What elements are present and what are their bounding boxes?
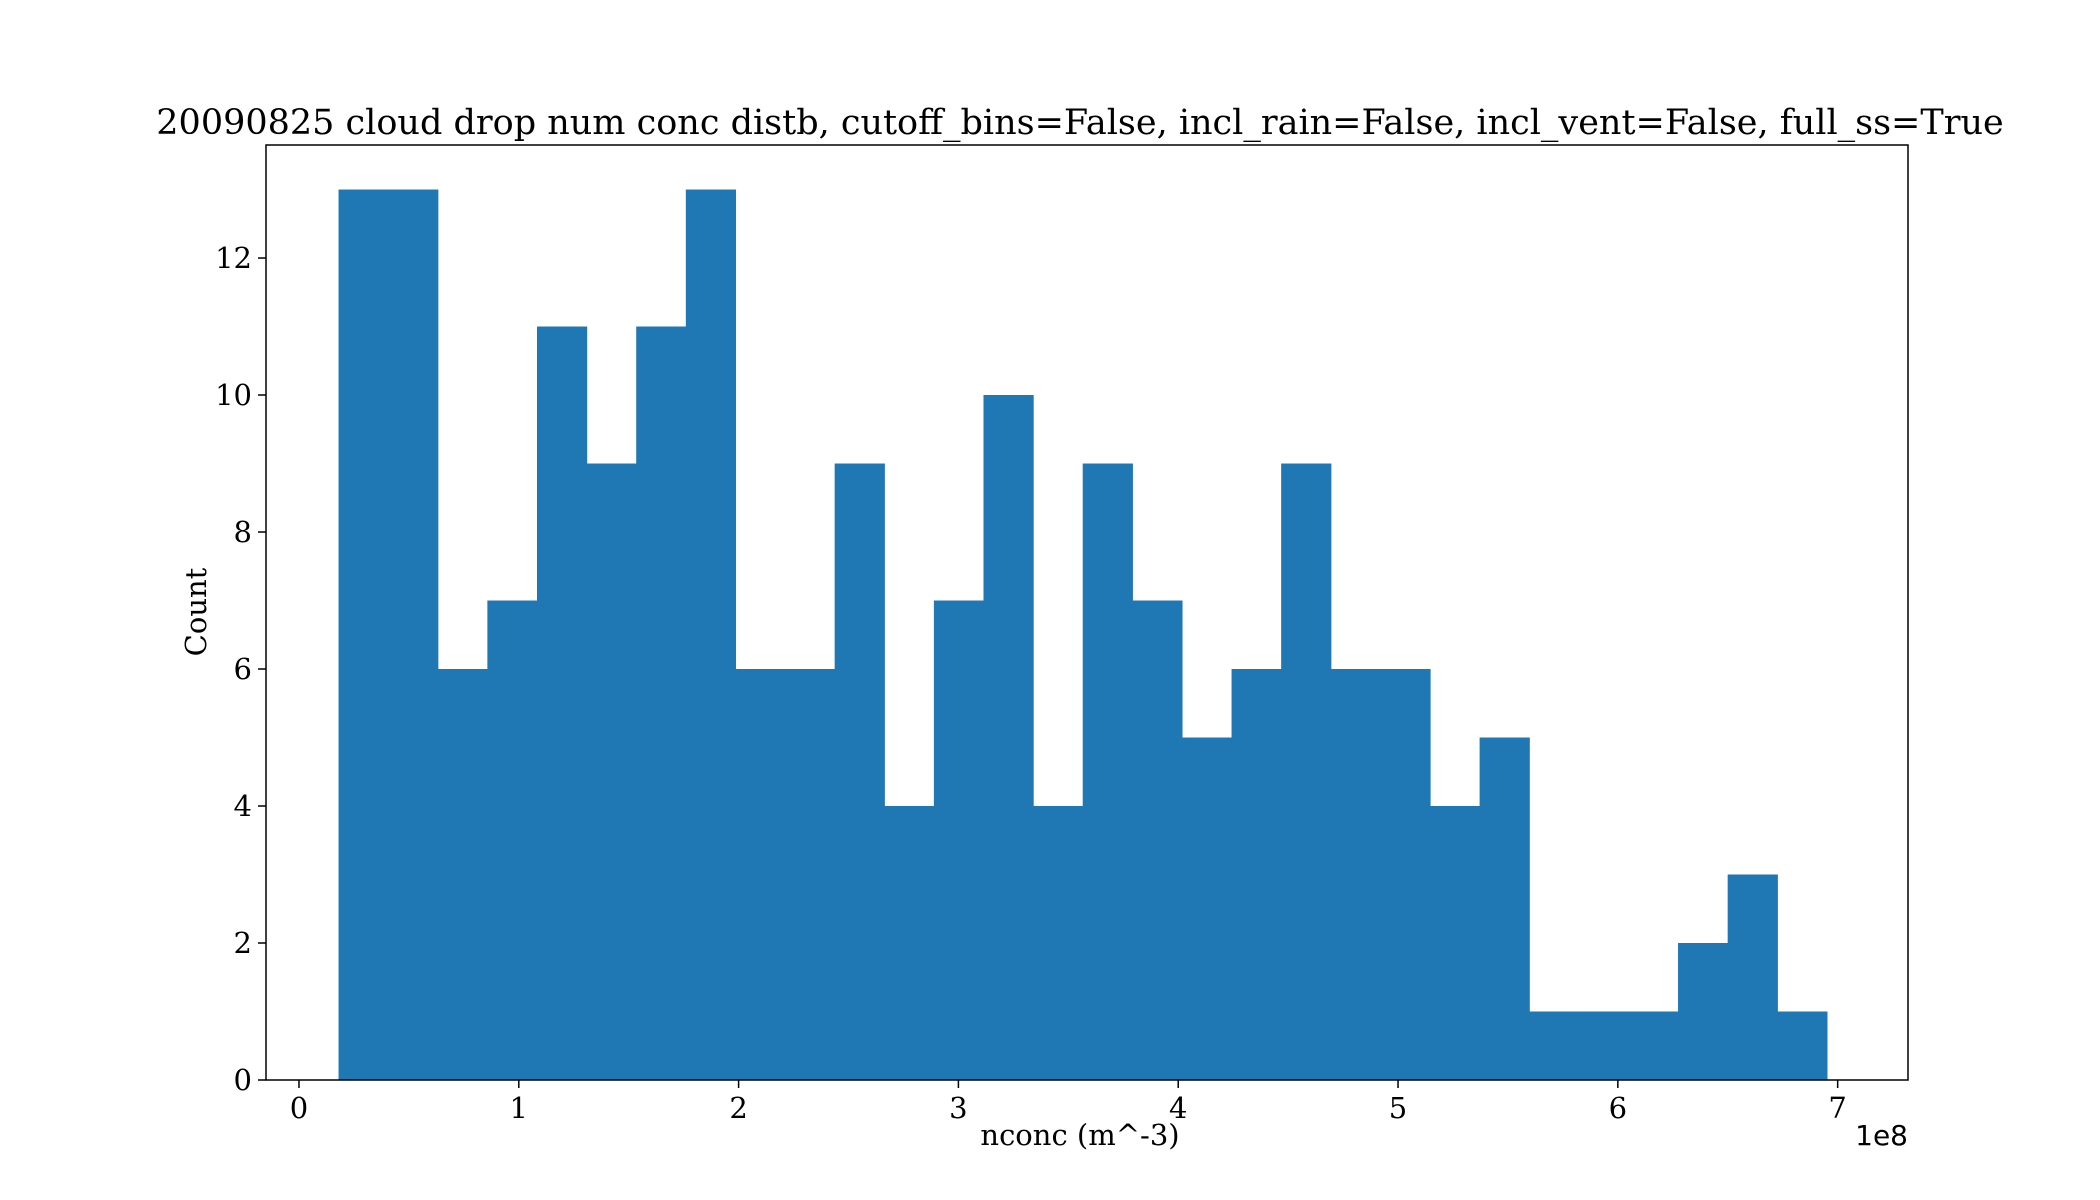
- histogram-bar: [1033, 806, 1084, 1080]
- x-axis-ticks: 0 1 2 3 4 5 6 7: [290, 1080, 1847, 1125]
- y-tick-label: 8: [234, 515, 252, 549]
- histogram-bar: [1380, 669, 1431, 1080]
- bars-group: [338, 189, 1828, 1080]
- plot-area-frame: [265, 144, 1909, 1081]
- y-tick-label: 0: [234, 1063, 252, 1097]
- y-tick-label: 4: [234, 789, 252, 823]
- histogram-bar: [1479, 737, 1530, 1080]
- histogram-bar: [1628, 1011, 1679, 1080]
- x-tick-label: 0: [290, 1091, 308, 1125]
- y-axis-label: Count: [179, 567, 213, 656]
- histogram-bar: [834, 463, 885, 1080]
- histogram-bar: [1727, 874, 1778, 1080]
- x-axis-offset-label: 1e8: [1855, 1119, 1908, 1152]
- histogram-bar: [1181, 737, 1233, 1080]
- histogram-bar: [1082, 463, 1133, 1080]
- histogram-bar: [785, 669, 836, 1080]
- y-tick-label: 2: [234, 926, 252, 960]
- y-tick-label: 10: [215, 378, 252, 412]
- x-tick-label: 3: [949, 1091, 967, 1125]
- histogram-bar: [338, 189, 389, 1080]
- y-tick-label: 6: [234, 652, 252, 686]
- histogram-bar: [1281, 463, 1332, 1080]
- histogram-bar: [437, 669, 488, 1080]
- histogram-bar: [536, 326, 588, 1080]
- x-tick-label: 5: [1389, 1091, 1407, 1125]
- histogram-bar: [487, 600, 538, 1080]
- histogram-bar: [636, 326, 687, 1080]
- x-tick-label: 1: [510, 1091, 528, 1125]
- histogram-bar: [1678, 943, 1729, 1080]
- histogram-bar: [735, 669, 786, 1080]
- y-axis-ticks: 0 2 4 6 8 10 12: [215, 241, 266, 1097]
- histogram-bar: [1578, 1011, 1630, 1080]
- histogram-bar: [884, 806, 935, 1080]
- chart-title: 20090825 cloud drop num conc distb, cuto…: [156, 103, 2003, 143]
- histogram-bar: [1429, 806, 1481, 1080]
- histogram-bar: [1777, 1011, 1828, 1080]
- histogram-bar: [933, 600, 985, 1080]
- histogram-bar: [1330, 669, 1381, 1080]
- histogram-bar: [1529, 1011, 1580, 1080]
- histogram-bar: [685, 189, 737, 1080]
- x-tick-label: 2: [729, 1091, 747, 1125]
- histogram-bar: [1231, 669, 1282, 1080]
- histogram-bar: [388, 189, 439, 1080]
- x-tick-label: 7: [1828, 1091, 1846, 1125]
- histogram-bar: [983, 395, 1034, 1080]
- x-tick-label: 4: [1169, 1091, 1187, 1125]
- x-tick-label: 6: [1609, 1091, 1627, 1125]
- histogram-bar: [586, 463, 637, 1080]
- histogram-bar: [1132, 600, 1183, 1080]
- y-tick-label: 12: [215, 241, 252, 275]
- x-axis-label: nconc (m^-3): [980, 1118, 1179, 1152]
